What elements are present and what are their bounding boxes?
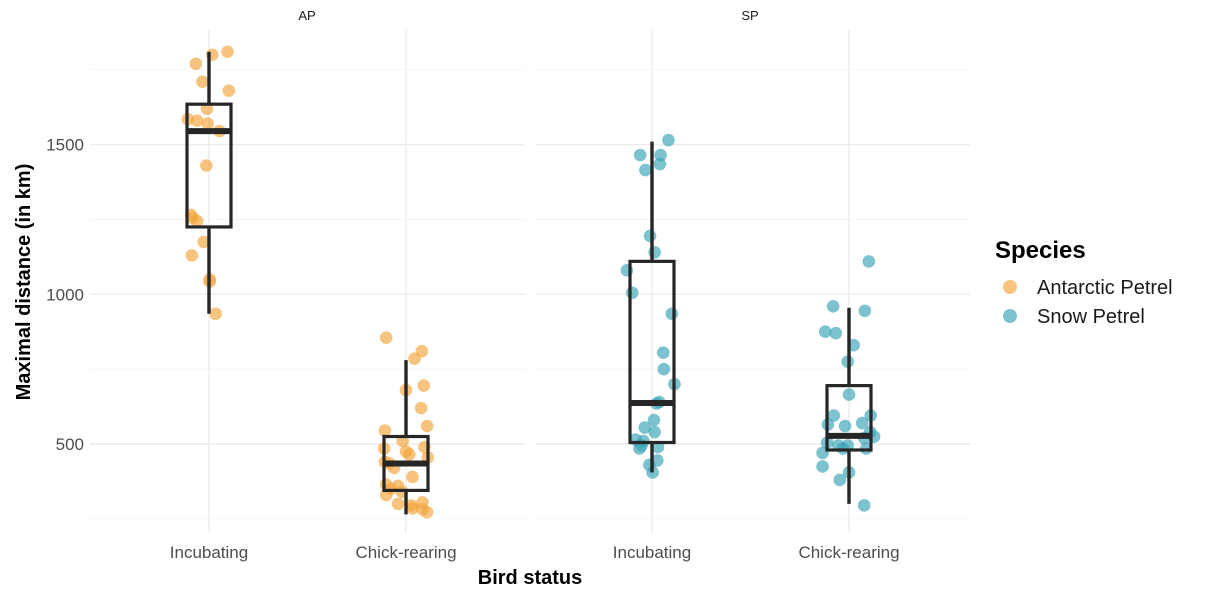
- y-axis-title: Maximal distance (in km): [13, 164, 35, 401]
- data-point: [826, 299, 840, 313]
- data-point: [408, 352, 421, 365]
- data-point: [648, 425, 661, 439]
- data-point: [648, 246, 661, 259]
- data-point: [665, 307, 679, 321]
- data-point: [653, 157, 667, 171]
- data-point: [189, 57, 203, 71]
- data-point: [654, 148, 667, 162]
- data-point: [862, 255, 876, 268]
- y-tick-label: 1000: [46, 285, 84, 304]
- data-point: [625, 286, 639, 300]
- data-point: [857, 499, 871, 512]
- boxplots: [185, 51, 873, 515]
- data-point: [417, 379, 431, 392]
- legend-title: Species: [995, 237, 1086, 264]
- x-tick-label: Chick-rearing: [798, 543, 899, 562]
- data-point: [643, 229, 657, 243]
- data-point: [638, 421, 652, 434]
- data-point: [209, 307, 222, 321]
- data-point: [662, 133, 675, 147]
- data-point: [190, 214, 204, 228]
- data-point: [858, 304, 872, 318]
- legend-label: Snow Petrel: [1037, 306, 1145, 328]
- x-axis-title: Bird status: [478, 567, 582, 589]
- data-point: [201, 117, 214, 130]
- x-tick-label: Incubating: [170, 543, 248, 562]
- data-point: [196, 75, 209, 89]
- data-point: [185, 249, 199, 262]
- legend-key: [1003, 280, 1017, 294]
- legend-label: Antarctic Petrel: [1037, 277, 1173, 299]
- box: [185, 102, 233, 229]
- data-point: [818, 325, 832, 339]
- facet-strip-label: AP: [298, 8, 315, 23]
- jitter-points: [181, 45, 881, 519]
- legend: Species Antarctic Petrel Snow Petrel: [995, 237, 1173, 328]
- data-point: [414, 401, 428, 415]
- data-point: [200, 159, 213, 172]
- legend-key: [1003, 309, 1017, 323]
- data-point: [221, 45, 234, 59]
- data-point: [816, 460, 829, 473]
- data-point: [197, 235, 211, 249]
- data-point: [379, 331, 393, 345]
- axis-tick-labels: Incubating Chick-rearing Incubating Chick-r…: [46, 136, 899, 562]
- data-point: [633, 442, 646, 455]
- data-point: [833, 473, 847, 487]
- data-point: [633, 148, 647, 162]
- x-tick-label: Chick-rearing: [355, 543, 456, 562]
- facet-strip-label: SP: [741, 8, 758, 23]
- data-point: [190, 114, 204, 127]
- data-point: [639, 163, 652, 177]
- data-point: [391, 497, 405, 511]
- y-tick-label: 500: [56, 435, 84, 454]
- data-point: [829, 326, 843, 340]
- data-point: [403, 448, 416, 461]
- data-point: [838, 419, 852, 433]
- data-point: [406, 502, 419, 515]
- data-point: [842, 388, 856, 401]
- data-point: [222, 84, 236, 98]
- data-point: [647, 413, 661, 427]
- data-point: [420, 419, 434, 433]
- data-point: [378, 424, 392, 437]
- data-point: [656, 346, 670, 359]
- data-point: [657, 362, 671, 376]
- box: [628, 259, 676, 445]
- data-point: [420, 505, 434, 519]
- data-point: [827, 409, 841, 422]
- facet-strips: AP SP: [298, 8, 758, 23]
- data-point: [855, 416, 869, 430]
- x-tick-label: Incubating: [613, 543, 691, 562]
- y-tick-label: 1500: [46, 136, 84, 155]
- data-point: [406, 470, 419, 484]
- box: [825, 384, 873, 452]
